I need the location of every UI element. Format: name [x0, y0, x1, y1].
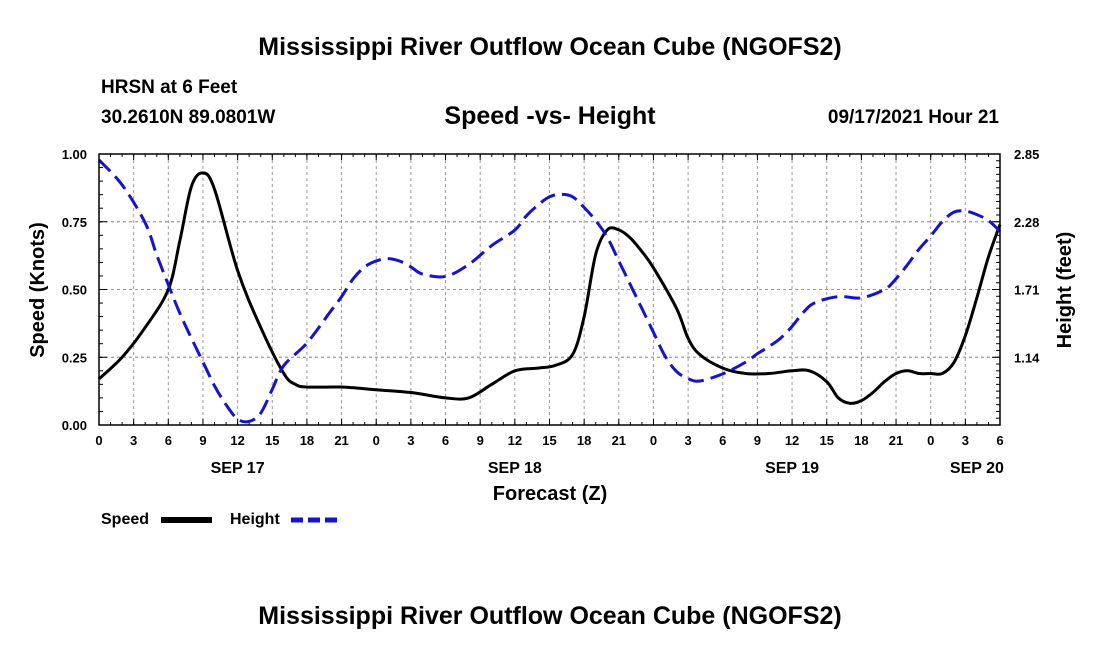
chart-subtitle: Speed -vs- Height — [444, 102, 656, 130]
x-tick-label: 9 — [754, 433, 761, 448]
x-tick-label: 15 — [819, 433, 833, 448]
plot-frame — [98, 153, 1001, 426]
x-tick-label: 15 — [265, 433, 279, 448]
station-coordinates: 30.2610N 89.0801W — [101, 107, 275, 128]
date-label: SEP 19 — [765, 460, 819, 477]
x-tick-label: 12 — [508, 433, 522, 448]
x-tick-label: 12 — [230, 433, 244, 448]
y-axis-left-label: Speed (Knots) — [27, 222, 49, 358]
x-tick-label: 0 — [927, 433, 934, 448]
x-tick-label: 3 — [962, 433, 969, 448]
x-tick-label: 21 — [334, 433, 348, 448]
series-lines — [97, 158, 1002, 424]
series-line-height — [97, 158, 1002, 424]
page-title: Mississippi River Outflow Ocean Cube (NG… — [258, 33, 841, 61]
station-label: HRSN at 6 Feet — [101, 77, 238, 98]
x-axis-label: Forecast (Z) — [493, 483, 607, 505]
y-right-tick-label: 2.85 — [1014, 147, 1039, 162]
y-left-tick-label: 1.00 — [62, 147, 87, 162]
y-left-tick-label: 0.00 — [62, 418, 87, 433]
y-left-tick-label: 0.50 — [62, 283, 87, 298]
date-label: SEP 20 — [950, 460, 1004, 477]
y-left-tick-label: 0.25 — [62, 350, 87, 365]
x-tick-label: 3 — [407, 433, 414, 448]
legend: Speed Height — [101, 511, 342, 528]
x-tick-label: 3 — [684, 433, 691, 448]
x-tick-label: 18 — [854, 433, 868, 448]
grid-lines — [99, 154, 1000, 425]
y-axis-right-label: Height (feet) — [1054, 232, 1076, 349]
x-tick-label: 18 — [300, 433, 314, 448]
x-tick-label: 12 — [785, 433, 799, 448]
x-tick-label: 15 — [542, 433, 556, 448]
x-tick-label: 6 — [442, 433, 449, 448]
x-tick-label: 21 — [612, 433, 626, 448]
x-tick-label: 0 — [650, 433, 657, 448]
tick-labels: 0 3 6 9 12 15 18 21 0 3 6 9 12 15 18 21 0 3 6 9 12 15 18 21 0 3 6 S… — [62, 147, 1040, 477]
forecast-datetime: 09/17/2021 Hour 21 — [828, 107, 1000, 128]
footer-title: Mississippi River Outflow Ocean Cube (NG… — [258, 602, 841, 630]
x-tick-label: 21 — [889, 433, 903, 448]
x-tick-label: 6 — [996, 433, 1003, 448]
x-tick-label: 3 — [130, 433, 137, 448]
x-tick-label: 18 — [577, 433, 591, 448]
date-label: SEP 17 — [211, 460, 265, 477]
y-right-tick-label: 1.14 — [1014, 350, 1040, 365]
x-tick-label: 0 — [95, 433, 102, 448]
legend-height-label: Height — [230, 511, 280, 528]
legend-speed-label: Speed — [101, 511, 149, 528]
x-tick-label: 9 — [477, 433, 484, 448]
y-left-tick-label: 0.75 — [62, 215, 87, 230]
y-right-tick-label: 1.71 — [1014, 283, 1039, 298]
x-tick-label: 9 — [199, 433, 206, 448]
x-tick-label: 6 — [719, 433, 726, 448]
series-line-speed — [97, 171, 1002, 405]
x-tick-label: 0 — [373, 433, 380, 448]
y-right-tick-label: 2.28 — [1014, 215, 1039, 230]
x-tick-label: 6 — [165, 433, 172, 448]
date-label: SEP 18 — [488, 460, 542, 477]
